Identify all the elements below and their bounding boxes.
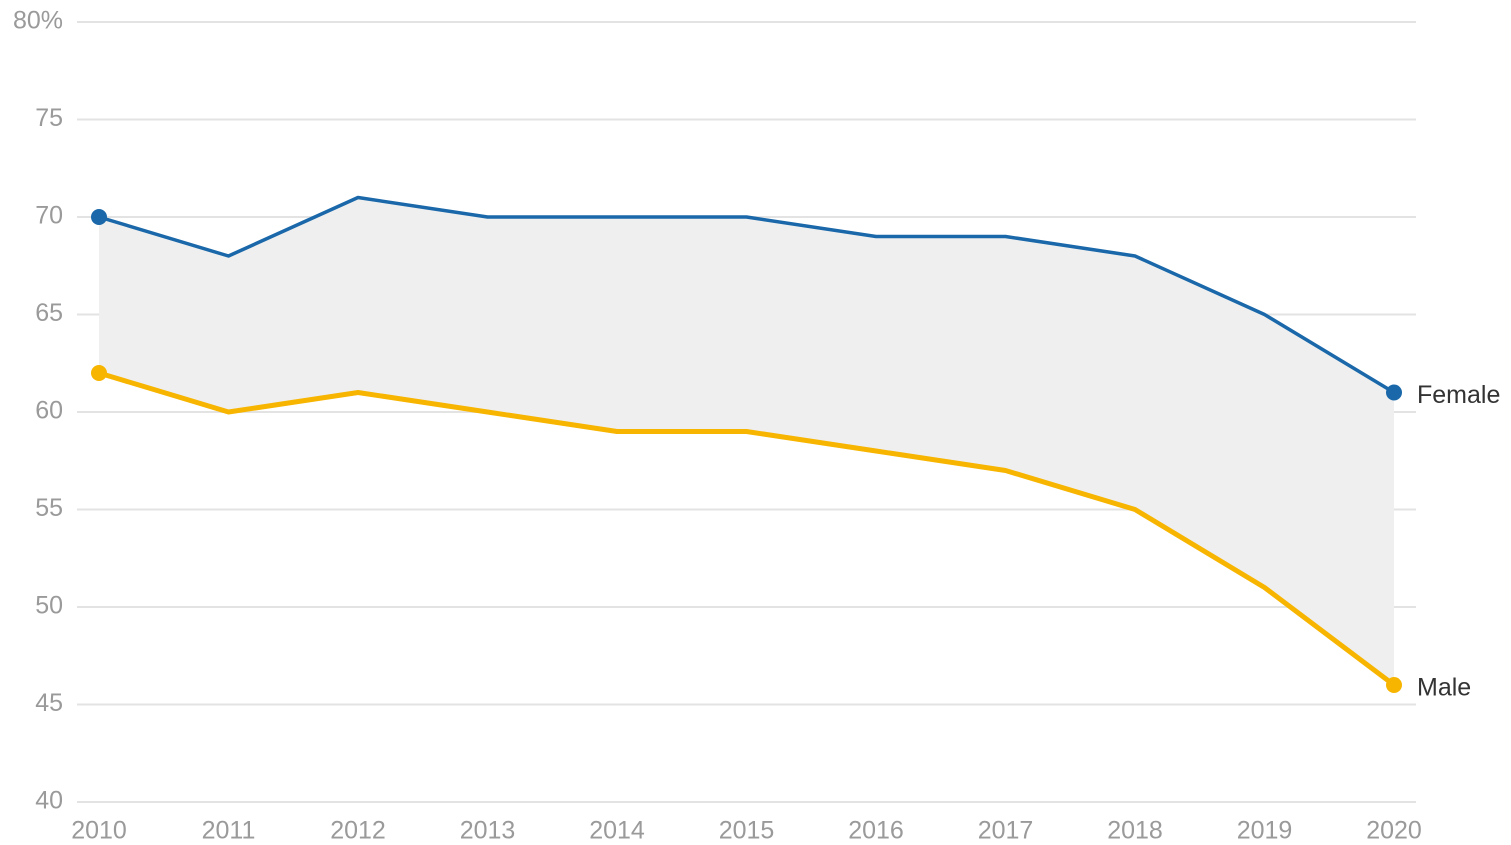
y-tick-label: 60 [35, 397, 63, 425]
x-tick-label: 2013 [460, 817, 516, 845]
point [1386, 677, 1402, 693]
y-tick-label: 45 [35, 689, 63, 717]
series-label: Female [1417, 381, 1500, 409]
x-tick-label: 2016 [848, 817, 904, 845]
x-tick-label: 2012 [330, 817, 386, 845]
x-tick-label: 2020 [1366, 817, 1422, 845]
y-tick-label: 70 [35, 202, 63, 230]
y-tick-label: 75 [35, 104, 63, 132]
y-tick-label: 80% [13, 7, 63, 35]
x-tick-label: 2019 [1237, 817, 1293, 845]
x-tick-label: 2010 [71, 817, 127, 845]
series-line [98, 195, 1395, 394]
x-tick-label: 2014 [589, 817, 645, 845]
range-band [99, 197, 1394, 685]
point [1386, 384, 1402, 401]
x-tick-label: 2011 [202, 817, 256, 845]
point [91, 209, 107, 225]
series-line [98, 370, 1396, 687]
x-tick-label: 2018 [1107, 817, 1163, 845]
y-tick-label: 65 [35, 299, 63, 327]
point [91, 365, 107, 381]
x-tick-label: 2017 [978, 817, 1034, 845]
y-tick-label: 40 [35, 787, 63, 815]
series-label: Male [1417, 674, 1471, 702]
y-tick-label: 55 [35, 494, 63, 522]
y-tick-label: 50 [35, 592, 63, 620]
x-tick-label: 2015 [719, 817, 775, 845]
